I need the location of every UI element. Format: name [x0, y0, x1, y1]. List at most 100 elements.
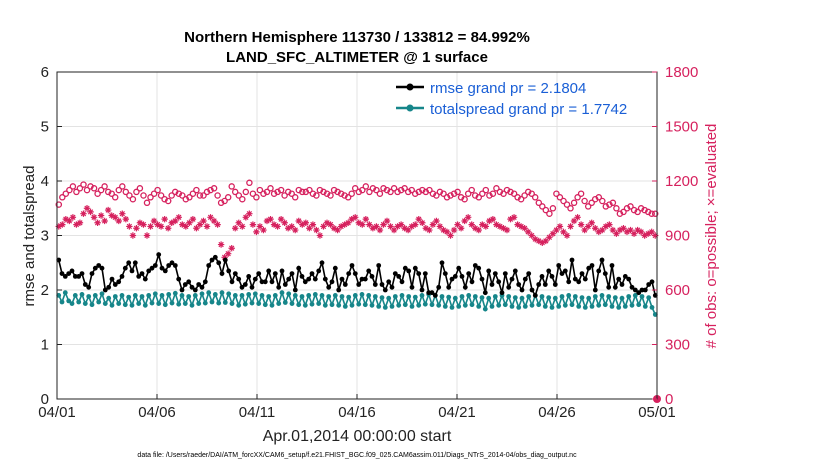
rmse-point-9: [86, 284, 92, 290]
rmse-point-47: [212, 254, 218, 260]
evaluated-point-88: [366, 221, 373, 228]
evaluated-point-48: [224, 250, 232, 257]
totalspread-point-15: [106, 295, 112, 301]
possible-point-86: [359, 186, 366, 194]
possible-point-17: [115, 186, 123, 194]
possible-point-73: [313, 192, 320, 199]
rmse-point-121: [459, 274, 465, 279]
possible-point-20: [126, 192, 133, 199]
totalspread-point-174: [636, 302, 642, 308]
totalspread-point-130: [489, 304, 495, 309]
totalspread-point-98: [382, 305, 388, 310]
rmse-point-136: [509, 276, 515, 282]
rmse-point-52: [229, 279, 235, 285]
evaluated-point-65: [284, 225, 292, 232]
evaluated-point-78: [330, 225, 338, 232]
totalspread-point-37: [179, 293, 185, 298]
possible-point-132: [521, 192, 528, 199]
x-tick-label-5: 04/26: [538, 404, 576, 421]
rmse-point-97: [379, 282, 385, 287]
rmse-point-129: [486, 268, 492, 274]
rmse-point-57: [246, 274, 252, 279]
possible-point-154: [599, 197, 606, 205]
evaluated-point-17: [115, 217, 122, 225]
totalspread-point-120: [456, 304, 462, 309]
rmse-point-69: [286, 276, 292, 282]
possible-point-100: [408, 186, 415, 194]
totalspread-point-161: [592, 294, 598, 299]
possible-point-28: [154, 186, 161, 194]
evaluated-point-43: [207, 214, 214, 221]
totalspread-point-78: [316, 301, 322, 306]
rmse-point-149: [552, 282, 558, 287]
totalspread-point-29: [152, 291, 158, 297]
evaluated-point-54: [246, 210, 253, 217]
totalspread-point-117: [446, 294, 452, 300]
possible-point-82: [344, 194, 352, 201]
possible-point-50: [231, 188, 239, 196]
rmse-point-82: [329, 279, 335, 285]
rmse-point-73: [299, 274, 305, 279]
x-tick-label-3: 04/16: [338, 404, 376, 421]
y-tick-label-2: 2: [41, 282, 49, 299]
totalspread-point-68: [282, 300, 288, 305]
evaluated-point-69: [299, 221, 306, 228]
rmse-point-89: [352, 271, 358, 276]
totalspread-point-91: [359, 292, 365, 297]
possible-point-40: [196, 192, 204, 199]
totalspread-point-14: [102, 301, 108, 306]
totalspread-point-121: [459, 294, 465, 299]
totalspread-point-53: [232, 293, 238, 298]
rmse-point-78: [316, 268, 322, 274]
totalspread-point-11: [92, 293, 98, 298]
rmse-point-144: [536, 282, 542, 287]
evaluated-point-146: [570, 217, 578, 225]
possible-point-106: [429, 190, 437, 197]
totalspread-point-81: [326, 294, 332, 299]
evaluated-point-140: [549, 230, 557, 237]
totalspread-point-92: [362, 302, 368, 308]
evaluated-point-2: [62, 215, 70, 223]
totalspread-point-124: [469, 302, 475, 308]
totalspread-point-79: [319, 293, 325, 298]
evaluated-point-98: [401, 225, 408, 232]
totalspread-point-70: [289, 301, 295, 306]
totalspread-point-160: [589, 304, 595, 309]
totalspread-point-24: [136, 301, 142, 306]
evaluated-point-154: [599, 226, 606, 234]
rmse-point-13: [99, 265, 105, 271]
rmse-point-64: [269, 279, 275, 285]
totalspread-point-54: [236, 302, 242, 308]
possible-point-89: [369, 185, 377, 192]
totalspread-point-118: [449, 305, 455, 310]
possible-point-22: [133, 188, 140, 196]
rmse-point-152: [562, 268, 568, 274]
rmse-point-61: [259, 279, 265, 285]
totalspread-point-45: [206, 290, 212, 296]
possible-point-99: [404, 188, 412, 196]
possible-point-145: [567, 205, 574, 212]
totalspread-point-67: [279, 290, 285, 296]
x-tick-label-4: 04/21: [438, 404, 476, 421]
totalspread-point-32: [162, 302, 168, 308]
totalspread-point-178: [649, 305, 655, 310]
possible-point-12: [97, 186, 105, 194]
rmse-point-126: [476, 265, 482, 271]
y-right-tick-label-0: 0: [665, 391, 673, 408]
evaluated-point-70: [302, 219, 310, 226]
evaluated-point-155: [602, 223, 610, 230]
evaluated-point-4: [69, 214, 77, 221]
evaluated-point-127: [503, 226, 511, 234]
possible-point-64: [281, 192, 288, 199]
evaluated-point-112: [450, 226, 458, 234]
rmse-point-67: [279, 268, 285, 274]
rmse-point-32: [162, 268, 168, 274]
totalspread-point-21: [126, 294, 132, 300]
possible-point-126: [500, 190, 507, 197]
possible-point-34: [175, 190, 183, 197]
totalspread-point-72: [296, 302, 302, 308]
evaluated-point-45: [214, 221, 221, 228]
evaluated-point-68: [295, 217, 302, 225]
totalspread-point-146: [542, 304, 548, 309]
evaluated-point-20: [126, 223, 133, 230]
